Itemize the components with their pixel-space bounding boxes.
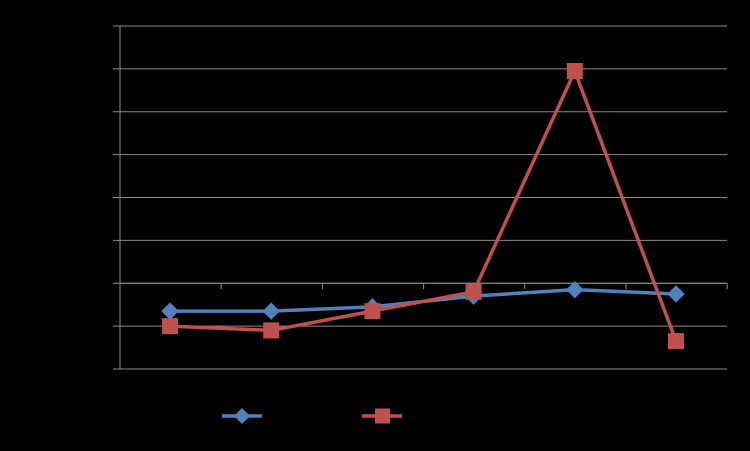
data-point — [566, 63, 583, 80]
data-point — [668, 333, 684, 350]
data-point — [262, 302, 280, 320]
data-point — [263, 322, 280, 339]
data-point — [162, 318, 178, 335]
data-point — [465, 283, 482, 300]
legend — [222, 408, 402, 424]
data-point — [667, 285, 685, 303]
data-point — [364, 303, 381, 320]
series-line — [169, 69, 678, 342]
legend-marker — [234, 408, 250, 424]
legend-marker — [375, 408, 390, 424]
axes — [113, 25, 728, 370]
data-point — [566, 280, 584, 299]
series-group — [161, 63, 685, 350]
